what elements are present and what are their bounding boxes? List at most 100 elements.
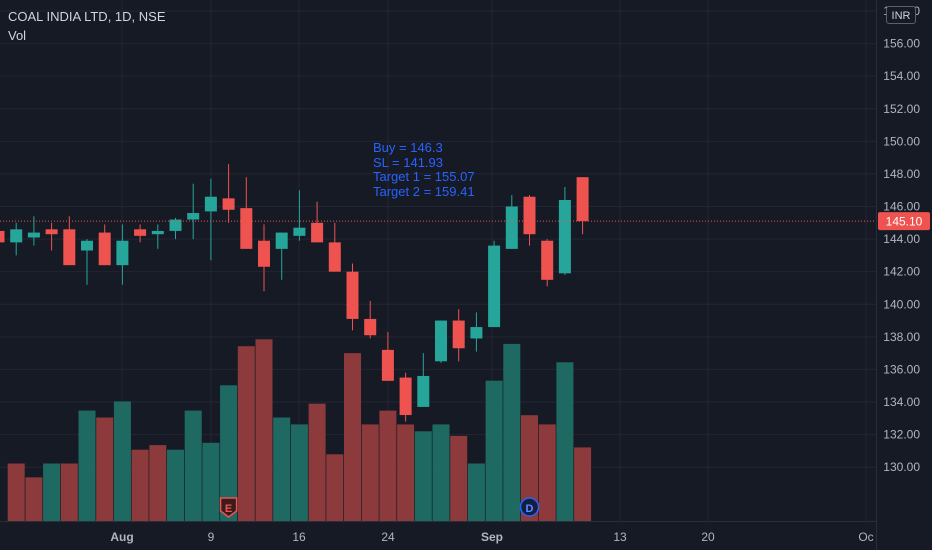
time-tick-label: 13 [613,530,627,544]
candle-body [169,219,182,231]
price-tick-label: 136.00 [883,362,920,376]
volume-bar [96,417,114,521]
candle-body [134,229,147,236]
candle-body [541,240,554,280]
candle-body [470,327,483,339]
volume-bar [149,445,167,521]
earnings-event-icon [219,497,238,518]
volume-bar [273,417,291,521]
volume-label: Vol [8,28,27,43]
price-tick-label: 134.00 [883,395,920,409]
time-tick-label: Aug [110,530,133,544]
time-tick-label: 20 [701,530,715,544]
annotation-buy: Buy = 146.3 [373,140,443,155]
price-tick-label: 144.00 [883,232,920,246]
price-tick-label: 152.00 [883,102,920,116]
annotation-target-1: Target 1 = 155.07 [373,169,475,184]
candle-body [45,229,58,235]
candle-body [204,196,217,212]
volume-bar [184,410,202,521]
volume-bar [574,447,592,521]
candle-body [311,222,324,243]
volume-bar [167,449,184,521]
earnings-event-label: E [225,503,232,515]
annotation-target-2: Target 2 = 159.41 [373,184,475,199]
candle-body [558,199,571,274]
candle-body [452,320,465,349]
candle-body [151,230,164,235]
candle-body [0,230,5,243]
candle-body [222,198,235,210]
price-tick-label: 132.00 [883,428,920,442]
candle-body [116,240,129,266]
annotation-sl: SL = 141.93 [373,155,443,170]
price-tick-label: 140.00 [883,297,920,311]
dividend-event-icon [519,497,540,517]
candle-body [240,208,253,249]
volume-bar [60,463,78,521]
candle-body [523,196,536,235]
volume-bar [237,346,255,521]
dividend-event-label: D [526,503,534,515]
volume-bar [290,424,308,521]
candle-body [381,349,394,381]
candle-body [364,318,377,336]
price-tick-label: 148.00 [883,167,920,181]
volume-bar [450,435,468,521]
volume-bar [344,353,361,521]
candle-body [187,213,200,220]
candle-body [576,177,589,222]
volume-bar [220,385,238,521]
candle-body [293,227,306,236]
symbol-title: COAL INDIA LTD, 1D, NSE [8,9,166,24]
time-tick-label: Oc [858,530,873,544]
price-tick-label: 142.00 [883,265,920,279]
candle-body [488,245,501,328]
candle-body [27,232,40,238]
volume-bar [432,424,450,521]
candle-body [275,232,288,249]
volume-bar [397,424,415,521]
price-tick-label: 154.00 [883,69,920,83]
volume-bar [7,463,25,521]
volume-bar [361,424,379,521]
time-tick-label: 16 [292,530,306,544]
volume-bar [467,463,485,521]
time-tick-label: 24 [381,530,395,544]
volume-bar [503,343,521,521]
volume-bar [131,449,149,521]
last-price-label: 145.10 [886,215,923,229]
volume-bar [308,403,326,521]
currency-button[interactable]: INR [886,6,916,24]
candle-body [10,229,23,243]
volume-bar [414,431,432,521]
time-tick-label: 9 [208,530,215,544]
volume-bar [25,477,43,521]
price-tick-label: 150.00 [883,134,920,148]
volume-bar [202,442,220,521]
price-tick-label: 138.00 [883,330,920,344]
time-tick-label: Sep [481,530,503,544]
candle-body [328,242,341,272]
volume-bar [538,424,556,521]
candle-body [98,232,111,266]
volume-bar [485,380,503,521]
candle-body [399,377,412,416]
volume-bar [521,415,538,521]
candle-body [81,240,93,251]
last-price-badge [878,212,930,231]
volume-bar [43,463,61,521]
candle-body [417,375,430,407]
volume-bar [113,401,131,521]
volume-bar [379,410,397,521]
volume-bar [326,454,344,521]
candle-body [435,320,447,362]
volume-bar [556,362,574,521]
volume-bar [255,339,273,521]
candle-body [258,240,270,267]
candle-body [505,206,518,249]
candle-body [63,229,76,266]
price-tick-label: 146.00 [883,200,920,214]
